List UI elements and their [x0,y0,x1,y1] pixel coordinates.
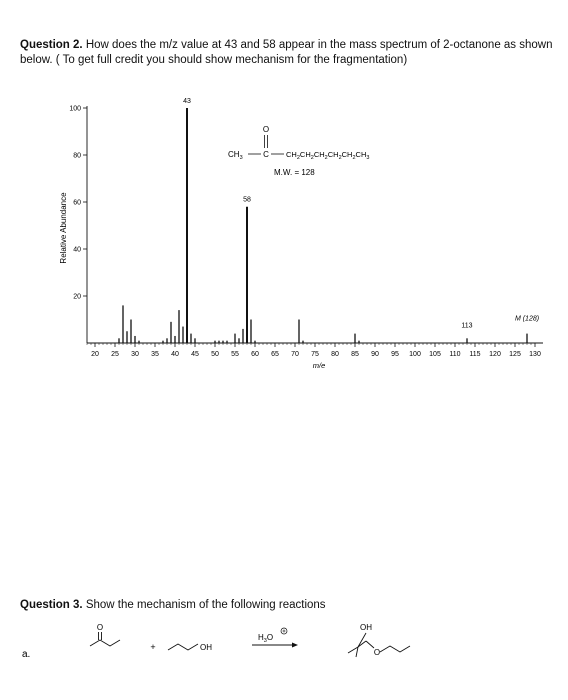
question-3-text: Show the mechanism of the following reac… [85,599,326,611]
carbonyl-oxygen: O [263,125,269,134]
2-octanone-structure: O CH3 C CH2CH2CH2CH2CH2CH3 M.W. = 128 [228,125,369,177]
x-tick-label: 75 [311,351,319,358]
peak-label: 43 [183,98,191,105]
x-tick-label: 20 [91,351,99,358]
y-tick-label: 60 [73,200,81,207]
question-3-label: Question 3. [20,599,83,611]
x-tick-label: 105 [429,351,441,358]
x-tick-label: 55 [231,351,239,358]
question-3: Question 3. Show the mechanism of the fo… [20,598,326,613]
question-2-text: How does the m/z value at 43 and 58 appe… [20,39,553,66]
x-tick-label: 80 [331,351,339,358]
carbonyl-carbon: C [263,150,269,159]
x-tick-label: 40 [171,351,179,358]
x-tick-label: 60 [251,351,259,358]
question-2: Question 2. How does the m/z value at 43… [20,38,560,68]
x-tick-label: 25 [111,351,119,358]
peak-label: M (128) [515,316,539,323]
peak-label: 58 [243,197,251,204]
y-tick-label: 80 [73,153,81,160]
y-tick-label: 100 [69,106,81,113]
x-tick-label: 125 [509,351,521,358]
x-tick-label: 90 [371,351,379,358]
x-tick-label: 110 [449,351,460,358]
x-tick-label: 30 [131,351,139,358]
x-tick-label: 120 [489,351,501,358]
alkyl-chain: CH2CH2CH2CH2CH2CH3 [286,150,369,161]
methyl-group: CH3 [228,150,243,161]
y-tick-label: 20 [73,294,81,301]
x-tick-label: 130 [529,351,541,358]
y-tick-label: 40 [73,247,81,254]
x-tick-label: 95 [391,351,399,358]
x-tick-label: 100 [409,351,421,358]
x-axis-label: m/e [313,361,326,370]
x-tick-label: 70 [291,351,299,358]
molecular-weight: M.W. = 128 [274,168,315,177]
x-tick-label: 50 [211,351,219,358]
x-tick-label: 115 [469,351,480,358]
x-tick-label: 85 [351,351,359,358]
x-tick-label: 65 [271,351,279,358]
peak-label: 113 [461,322,472,329]
x-tick-label: 45 [191,351,199,358]
x-tick-label: 35 [151,351,159,358]
question-2-label: Question 2. [20,39,83,51]
y-axis-label: Relative Abundance [59,192,68,264]
